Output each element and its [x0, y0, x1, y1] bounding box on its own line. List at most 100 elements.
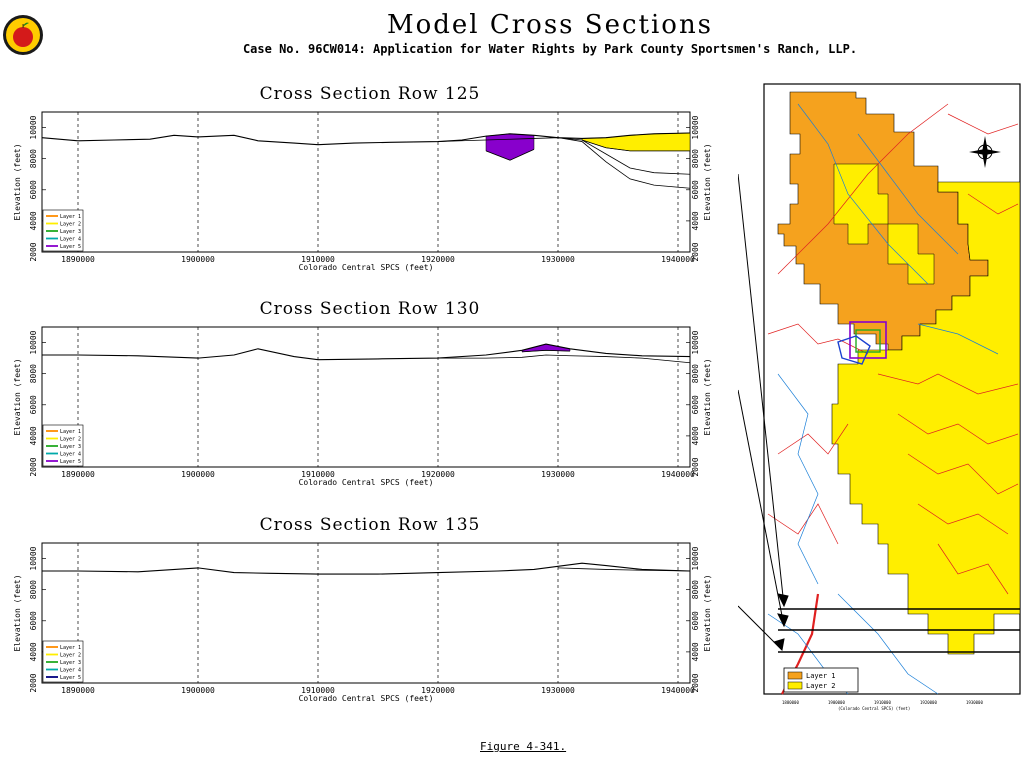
y-tick-label-right: 2000 — [691, 242, 700, 261]
cross-section-chart-row-125: 1890000 1900000 1910000 1920000 1930000 19400… — [13, 111, 712, 272]
y-tick-label: 6000 — [29, 611, 38, 630]
map-cross-section-lines — [778, 608, 1020, 653]
y-tick-label-right: 10000 — [691, 330, 700, 354]
y-tick-label: 2000 — [29, 457, 38, 476]
legend-label: Layer 3 — [60, 229, 81, 235]
compass-rose-icon — [969, 136, 1001, 168]
x-tick-label: 1930000 — [541, 470, 575, 479]
x-tick-label: 1920000 — [421, 255, 455, 264]
y-tick-label: 4000 — [29, 211, 38, 230]
x-tick-label: 1890000 — [61, 686, 95, 695]
x-tick-label: 1930000 — [541, 255, 575, 264]
x-tick-label: 1910000 — [301, 470, 335, 479]
x-tick-label: 1940000 — [661, 470, 695, 479]
legend-label: Layer 3 — [60, 660, 81, 666]
series-line-surface — [41, 132, 691, 146]
legend-label: Layer 3 — [60, 444, 81, 450]
y-tick-label: 10000 — [29, 330, 38, 354]
x-tick-label: 1940000 — [661, 255, 695, 264]
layer2-fill — [581, 132, 691, 152]
x-tick-label: 1930000 — [541, 686, 575, 695]
legend-label: Layer 5 — [60, 675, 81, 681]
y-tick-label: 10000 — [29, 546, 38, 570]
y-tick-label: 4000 — [29, 426, 38, 445]
y-axis-label-right: Elevation (feet) — [703, 574, 712, 651]
plot-frame — [41, 542, 691, 684]
cross-section-chart-row-130: 1890000 1900000 1910000 1920000 1930000 19400… — [13, 326, 712, 487]
x-tick-label: 1940000 — [661, 686, 695, 695]
y-tick-label-right: 6000 — [691, 395, 700, 414]
x-tick-label: 1910000 — [301, 255, 335, 264]
y-tick-label: 2000 — [29, 673, 38, 692]
y-tick-label-right: 4000 — [691, 426, 700, 445]
legend-label: Layer 4 — [60, 668, 81, 674]
legend-label: Layer 2 — [60, 437, 81, 443]
series-line-layer2_bottom — [581, 139, 690, 152]
legend-label: Layer 5 — [60, 459, 81, 465]
x-tick-label: 1890000 — [61, 470, 95, 479]
x-tick-label: 1900000 — [181, 470, 215, 479]
x-tick-label: 1900000 — [181, 686, 215, 695]
map-x-tick: 1900000 — [828, 700, 845, 705]
chart-title-row-125: Cross Section Row 125 — [259, 84, 481, 104]
x-tick-label: 1920000 — [421, 686, 455, 695]
plot-frame — [41, 326, 691, 468]
legend-label: Layer 4 — [60, 452, 81, 458]
y-tick-label: 10000 — [29, 115, 38, 139]
x-axis-label: Colorado Central SPCS (feet) — [299, 694, 434, 703]
series-line-bottom — [557, 567, 691, 572]
series-line-surface — [42, 562, 691, 575]
series-line-layer5_bottom — [521, 349, 571, 353]
map-x-tick: 1920000 — [920, 700, 937, 705]
cross-section-chart-row-135: 1890000 1900000 1910000 1920000 1930000 19400… — [13, 542, 712, 703]
page-title: Model Cross Sections — [386, 10, 714, 40]
map-x-tick: 1910000 — [874, 700, 891, 705]
map-x-label: (Colorado Central SPCS) (feet) — [838, 706, 910, 711]
y-axis-label-right: Elevation (feet) — [703, 143, 712, 220]
map-legend-item: Layer 2 — [806, 682, 836, 690]
y-tick-label-right: 6000 — [691, 611, 700, 630]
map-x-tick: 1880000 — [782, 700, 799, 705]
legend-label: Layer 1 — [60, 214, 81, 220]
series-line-layer5_bottom — [485, 148, 535, 161]
y-axis-label-right: Elevation (feet) — [703, 358, 712, 435]
y-tick-label-right: 8000 — [691, 580, 700, 599]
legend-label: Layer 2 — [60, 222, 81, 228]
plot-frame — [41, 111, 691, 253]
legend-label: Layer 4 — [60, 237, 81, 243]
map-x-tick: 1930000 — [966, 700, 983, 705]
y-tick-label: 8000 — [29, 580, 38, 599]
model-grid-map: Layer 1 Layer 2 1880000 1900000 1910000 … — [738, 83, 1021, 711]
chart-title-row-130: Cross Section Row 130 — [259, 299, 481, 319]
page-subtitle: Case No. 96CW014: Application for Water … — [242, 42, 858, 56]
y-tick-label-right: 4000 — [691, 642, 700, 661]
y-tick-label-right: 8000 — [691, 364, 700, 383]
legend-label: Layer 2 — [60, 653, 81, 659]
figure-caption: Figure 4-341. — [480, 740, 567, 753]
y-tick-label-right: 6000 — [691, 180, 700, 199]
y-tick-label: 6000 — [29, 180, 38, 199]
x-tick-label: 1920000 — [421, 470, 455, 479]
series-line-bottom_b — [557, 137, 691, 189]
map-legend-item: Layer 1 — [806, 672, 836, 680]
map-x-ticks: 1880000 1900000 1910000 1920000 1930000 … — [782, 700, 983, 711]
map-streams — [767, 103, 999, 695]
legend-label: Layer 1 — [60, 429, 81, 435]
x-tick-label: 1900000 — [181, 255, 215, 264]
y-tick-label-right: 2000 — [691, 673, 700, 692]
y-tick-label: 6000 — [29, 395, 38, 414]
layer5-fill — [485, 133, 535, 161]
apple-logo — [3, 15, 43, 55]
y-tick-label-right: 10000 — [691, 546, 700, 570]
map-arrows — [738, 173, 789, 652]
map-layer5-outline — [849, 321, 887, 359]
chart-title-row-135: Cross Section Row 135 — [259, 515, 481, 535]
y-tick-label: 8000 — [29, 149, 38, 168]
y-tick-label-right: 8000 — [691, 149, 700, 168]
series-line-surface — [42, 343, 691, 361]
y-axis-label: Elevation (feet) — [13, 143, 22, 220]
x-axis-label: Colorado Central SPCS (feet) — [299, 478, 434, 487]
x-tick-label: 1890000 — [61, 255, 95, 264]
x-axis-label: Colorado Central SPCS (feet) — [299, 263, 434, 272]
y-tick-label-right: 2000 — [691, 457, 700, 476]
